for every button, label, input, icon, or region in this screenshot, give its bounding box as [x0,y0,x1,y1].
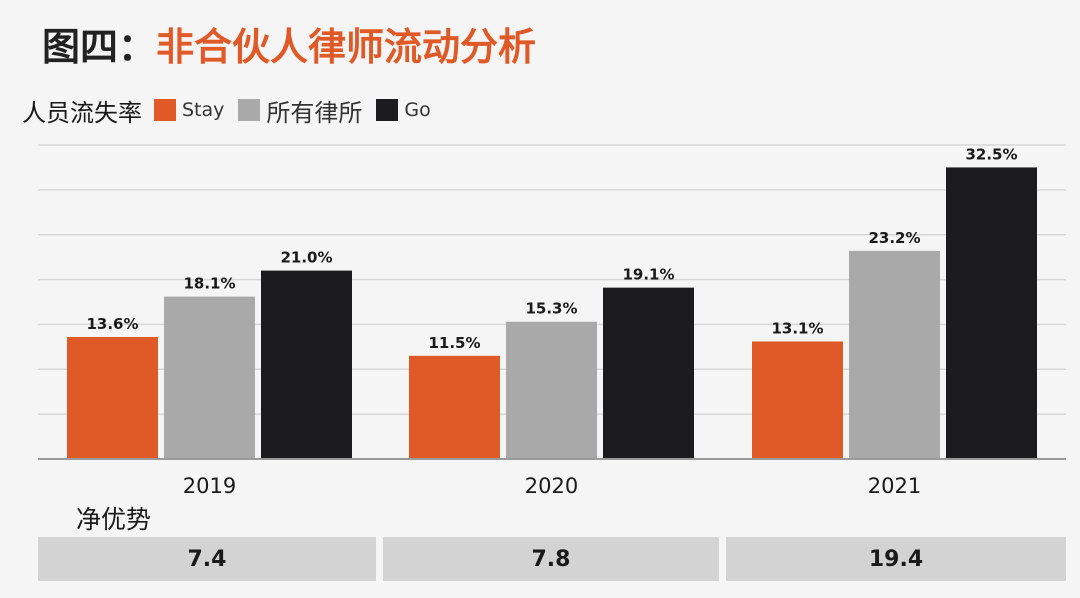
data-label: 11.5% [428,334,480,352]
legend-heading: 人员流失率 [22,98,142,127]
data-label: 23.2% [868,229,920,247]
bar-2021-1 [849,250,940,459]
bar-2021-0 [752,341,843,459]
x-tick-label: 2020 [525,474,578,498]
data-label: 13.6% [86,315,138,333]
chart-title: 图四：非合伙人律师流动分析 [42,16,536,71]
bar-2020-1 [506,321,597,459]
chart-title-main: 非合伙人律师流动分析 [156,25,537,69]
legend-swatch-go [376,99,399,121]
legend-item-all-firms: 所有律所 [238,93,362,128]
data-label: 18.1% [183,275,235,293]
bar-2020-0 [409,355,500,459]
legend-item-stay: Stay [154,99,224,121]
data-label: 15.3% [525,300,577,318]
bar-2021-2 [946,167,1037,459]
data-label: 32.5% [965,145,1017,163]
data-label: 19.1% [622,266,674,284]
bar-2020-2 [603,287,694,459]
net-advantage-title: 净优势 [76,505,152,534]
bar-2019-0 [67,336,158,459]
bar-2019-2 [261,270,352,459]
legend: 人员流失率 Stay 所有律所 Go [22,92,445,128]
data-label: 21.0% [280,249,332,267]
legend-label-all-firms: 所有律所 [266,98,363,127]
legend-swatch-all-firms [238,99,261,121]
x-tick-label: 2021 [868,474,921,498]
net-advantage-2021: 19.4 [726,537,1066,581]
legend-item-go: Go [376,99,431,121]
legend-label-go: Go [404,99,431,121]
data-label: 13.1% [771,319,823,337]
x-tick-label: 2019 [183,474,236,498]
net-advantage-2019: 7.4 [38,537,376,581]
net-advantage-2020: 7.8 [383,537,719,581]
legend-swatch-stay [154,99,176,121]
legend-label-stay: Stay [182,99,225,121]
chart-title-prefix: 图四： [42,25,157,69]
bar-2019-1 [164,296,255,459]
